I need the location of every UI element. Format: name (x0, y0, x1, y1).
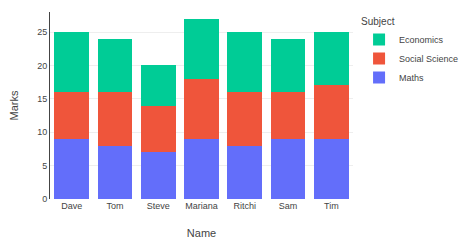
svg-text:Sam: Sam (279, 201, 298, 211)
svg-text:Maths: Maths (399, 73, 424, 83)
svg-text:20: 20 (37, 61, 47, 71)
svg-text:Subject: Subject (361, 16, 395, 27)
svg-text:5: 5 (42, 161, 47, 171)
svg-text:Name: Name (187, 227, 216, 239)
svg-text:Social Science: Social Science (399, 54, 458, 64)
svg-text:25: 25 (37, 27, 47, 37)
svg-text:Marks: Marks (8, 90, 20, 120)
svg-text:Dave: Dave (61, 201, 82, 211)
svg-text:Mariana: Mariana (185, 201, 218, 211)
svg-text:Tom: Tom (106, 201, 123, 211)
svg-text:0: 0 (42, 194, 47, 204)
svg-text:Ritchi: Ritchi (234, 201, 257, 211)
svg-text:10: 10 (37, 127, 47, 137)
svg-text:Steve: Steve (147, 201, 170, 211)
svg-text:Economics: Economics (399, 35, 444, 45)
svg-text:Tim: Tim (324, 201, 339, 211)
svg-text:15: 15 (37, 94, 47, 104)
